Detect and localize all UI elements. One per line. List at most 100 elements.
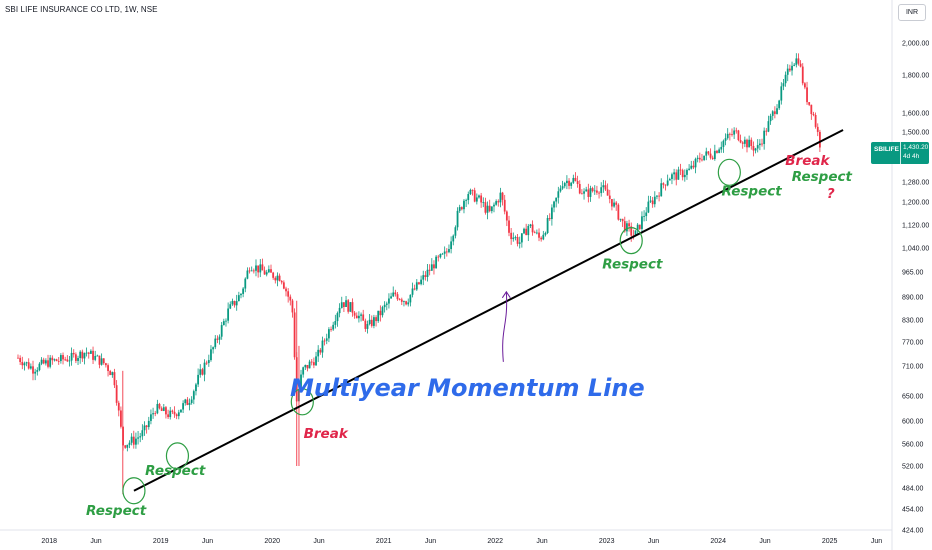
- candle: [510, 228, 513, 245]
- annotation-label[interactable]: ?: [827, 186, 835, 202]
- candle: [396, 291, 399, 301]
- touch-circle[interactable]: [290, 388, 314, 416]
- candle: [750, 137, 753, 150]
- candle: [791, 61, 793, 76]
- candle: [656, 195, 658, 200]
- candle: [173, 406, 176, 418]
- candle: [36, 367, 39, 376]
- candle: [703, 155, 706, 162]
- candle: [154, 410, 157, 417]
- candle: [520, 233, 523, 248]
- candle: [220, 321, 223, 340]
- candle: [240, 292, 242, 299]
- candle: [55, 358, 58, 362]
- time-tick-label: 2025: [822, 538, 838, 545]
- candle: [437, 254, 440, 262]
- annotation-label[interactable]: Respect: [86, 503, 147, 519]
- candle: [319, 348, 322, 355]
- candle: [615, 201, 618, 211]
- candle: [574, 172, 577, 182]
- candle: [705, 147, 708, 161]
- annotation-label[interactable]: Respect: [602, 257, 663, 273]
- candle: [628, 219, 630, 232]
- annotation-title[interactable]: Multiyear Momentum Line: [290, 374, 645, 402]
- candle: [589, 185, 592, 202]
- candle: [310, 359, 313, 366]
- candle: [415, 279, 418, 291]
- candle: [115, 380, 118, 406]
- candle: [192, 389, 195, 405]
- candle: [608, 189, 611, 204]
- candle: [484, 197, 487, 215]
- candle: [102, 358, 105, 365]
- candle: [550, 204, 553, 226]
- candle: [501, 191, 504, 206]
- candle: [535, 229, 538, 235]
- candle: [448, 244, 450, 254]
- candle: [362, 309, 365, 321]
- candle: [267, 265, 270, 274]
- candle: [366, 320, 369, 334]
- price-tick-label: 890.00: [902, 295, 924, 302]
- candle: [645, 207, 648, 222]
- candle: [285, 286, 287, 297]
- candle: [746, 138, 748, 153]
- candle: [53, 358, 56, 362]
- touch-circle[interactable]: [122, 477, 146, 505]
- candle: [225, 318, 227, 327]
- candle: [422, 270, 425, 286]
- candle: [90, 349, 92, 354]
- candle: [728, 132, 731, 141]
- candle: [375, 315, 377, 327]
- candle: [150, 409, 152, 425]
- annotation-label[interactable]: Break: [304, 426, 349, 442]
- candle: [701, 153, 703, 162]
- candle: [132, 430, 135, 449]
- candle: [808, 102, 811, 107]
- candle: [358, 311, 360, 323]
- candle: [340, 296, 343, 309]
- time-tick-label: 2024: [710, 538, 726, 545]
- candle: [754, 147, 757, 154]
- candle: [205, 360, 208, 365]
- candle: [499, 187, 502, 208]
- candle: [353, 311, 356, 319]
- candle: [343, 302, 345, 312]
- time-tick-label: 2021: [376, 538, 392, 545]
- touch-circle[interactable]: [619, 227, 643, 255]
- annotation-arrow[interactable]: [502, 291, 508, 362]
- candle: [814, 112, 817, 129]
- candle: [737, 129, 740, 142]
- annotation-label[interactable]: Respect: [792, 169, 853, 185]
- price-tick-label: 1,800.00: [902, 73, 929, 80]
- annotation-label[interactable]: Respect: [145, 463, 206, 479]
- candle: [403, 300, 405, 307]
- time-tick-label: 2018: [41, 538, 57, 545]
- price-tick-label: 2,000.00: [902, 41, 929, 48]
- candle: [761, 138, 763, 147]
- touch-circle[interactable]: [717, 158, 741, 186]
- candle: [171, 409, 174, 414]
- annotation-label[interactable]: Break: [785, 153, 830, 169]
- candle: [147, 416, 150, 430]
- annotation-label[interactable]: Respect: [722, 184, 783, 200]
- candle: [201, 367, 204, 376]
- candle: [475, 193, 478, 205]
- candle: [373, 314, 375, 329]
- candle: [675, 169, 678, 186]
- candle: [242, 287, 245, 298]
- candle: [300, 369, 302, 391]
- candle: [139, 432, 142, 443]
- candle: [210, 345, 212, 362]
- candle: [377, 310, 380, 323]
- candle: [156, 399, 159, 415]
- candle: [587, 183, 590, 203]
- candle: [214, 335, 217, 350]
- candle: [23, 361, 26, 371]
- touch-circle[interactable]: [165, 442, 190, 470]
- momentum-trendline[interactable]: [133, 129, 844, 492]
- candle: [806, 81, 808, 105]
- currency-button[interactable]: INR: [898, 4, 926, 21]
- candle: [711, 155, 714, 160]
